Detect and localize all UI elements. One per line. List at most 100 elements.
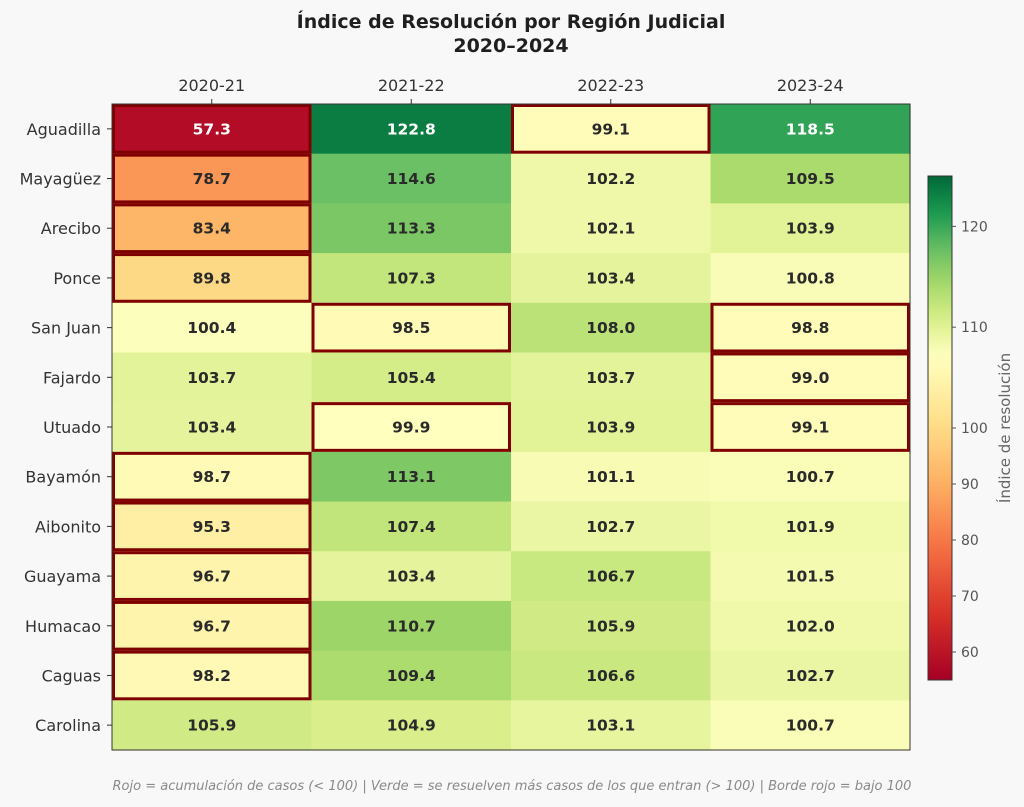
y-tick-label: Aguadilla <box>27 120 101 139</box>
cell-value-label: 103.4 <box>187 419 236 437</box>
heatmap-cell <box>112 352 313 403</box>
x-tick-label: 2023-24 <box>777 76 844 95</box>
cell-value-label: 122.8 <box>387 120 436 138</box>
cell-value-label: 98.7 <box>193 468 231 486</box>
heatmap-cell <box>511 650 712 701</box>
colorbar-tick-label: 60 <box>961 645 979 661</box>
y-tick-label: Ponce <box>53 269 101 288</box>
heatmap-cell <box>112 451 313 503</box>
y-tick-label: Carolina <box>35 716 101 735</box>
cell-value-label: 89.8 <box>193 269 231 287</box>
cell-value-label: 102.0 <box>786 617 835 635</box>
cell-value-label: 98.8 <box>791 319 829 337</box>
x-tick-label: 2020-21 <box>178 76 245 95</box>
cell-value-label: 107.3 <box>387 269 436 287</box>
y-tick-label: Fajardo <box>43 368 101 387</box>
cell-value-label: 100.7 <box>786 468 835 486</box>
below-threshold-border <box>112 551 312 601</box>
cell-value-label: 95.3 <box>193 518 231 536</box>
heatmap-cell <box>311 402 512 453</box>
colorbar-tick-label: 70 <box>961 589 979 605</box>
heatmap-cell <box>112 501 313 552</box>
heatmap-cell <box>112 551 313 602</box>
cell-value-label: 102.7 <box>586 518 635 536</box>
cell-value-label: 57.3 <box>193 120 231 138</box>
heatmap-cell <box>311 302 512 354</box>
cell-value-label: 103.7 <box>187 369 236 387</box>
heatmap-cell <box>112 253 313 304</box>
cell-value-label: 99.1 <box>592 120 630 138</box>
heatmap-cell <box>511 600 712 652</box>
cell-value-label: 102.7 <box>786 667 835 685</box>
colorbar-gradient <box>927 175 953 681</box>
below-threshold-borders <box>112 104 910 701</box>
heatmap-cell <box>311 551 512 602</box>
cell-value-label: 103.7 <box>586 369 635 387</box>
heatmap-cell <box>112 203 313 254</box>
cell-value-label: 99.9 <box>392 419 430 437</box>
heatmap-cell <box>710 451 911 503</box>
below-threshold-border <box>112 600 312 651</box>
y-tick-label: Humacao <box>25 617 101 636</box>
heatmap-cell <box>710 600 911 652</box>
cell-value-label: 113.3 <box>387 220 436 238</box>
below-threshold-border <box>710 302 910 353</box>
chart-title: Índice de Resolución por Región Judicial… <box>0 10 1022 58</box>
cell-value-label: 114.6 <box>387 170 436 188</box>
heatmap-cells <box>112 104 911 751</box>
heatmap-cell <box>311 700 512 751</box>
heatmap-cell <box>511 153 712 204</box>
heatmap-cell <box>311 352 512 403</box>
below-threshold-border <box>112 203 312 254</box>
y-tick-label: Guayama <box>24 567 101 586</box>
below-threshold-border <box>511 104 711 154</box>
heatmap-cell <box>311 650 512 701</box>
below-threshold-border <box>112 501 312 552</box>
below-threshold-border <box>710 402 910 452</box>
heatmap-cell <box>311 104 512 155</box>
cell-value-label: 105.4 <box>387 369 436 387</box>
subtitle-line: 2020–2024 <box>453 35 569 57</box>
cell-value-label: 105.9 <box>187 717 236 735</box>
cell-value-label: 103.1 <box>586 717 635 735</box>
heatmap-cell <box>710 650 911 701</box>
heatmap-cell <box>710 302 911 354</box>
colorbar-label: Índice de resolución <box>995 353 1014 503</box>
heatmap-cell <box>710 402 911 453</box>
cell-value-label: 103.4 <box>586 269 635 287</box>
cell-value-label: 98.2 <box>193 667 231 685</box>
cell-value-label: 107.4 <box>387 518 436 536</box>
cell-value-label: 100.7 <box>786 717 835 735</box>
cell-value-label: 96.7 <box>193 617 231 635</box>
title-line: Índice de Resolución por Región Judicial <box>296 11 726 33</box>
heatmap-cell <box>311 253 512 304</box>
cell-value-label: 98.5 <box>392 319 430 337</box>
heatmap-cell <box>311 501 512 552</box>
y-tick-label: Caguas <box>42 666 101 685</box>
cell-value-label: 100.4 <box>187 319 236 337</box>
heatmap-cell <box>511 203 712 254</box>
heatmap-cell <box>511 501 712 552</box>
heatmap-cell <box>112 600 313 652</box>
axes: 2020-21 2021-22 2022-23 2023-24 Aguadilla May… <box>20 76 911 751</box>
cell-value-label: 102.2 <box>586 170 635 188</box>
cell-value-label: 106.6 <box>586 667 635 685</box>
cell-value-label: 101.5 <box>786 568 835 586</box>
y-tick-label: Utuado <box>43 418 101 437</box>
heatmap-cell <box>710 551 911 602</box>
heatmap-cell <box>511 104 712 155</box>
heatmap-cell <box>710 700 911 751</box>
cell-value-label: 102.1 <box>586 220 635 238</box>
heatmap-cell <box>311 600 512 652</box>
below-threshold-border <box>710 352 910 403</box>
cell-value-label: 118.5 <box>786 120 835 138</box>
heatmap-cell <box>511 402 712 453</box>
heatmap-cell <box>511 700 712 751</box>
below-threshold-border <box>311 302 511 353</box>
heatmap-cell <box>511 302 712 354</box>
cell-value-label: 106.7 <box>586 568 635 586</box>
heatmap-chart: 57.3 122.8 99.1 118.5 78.7 114.6 102.2 109.5 83.… <box>20 76 1014 751</box>
heatmap-cell <box>112 104 313 155</box>
cell-value-label: 78.7 <box>193 170 231 188</box>
cell-value-label: 99.1 <box>791 419 829 437</box>
